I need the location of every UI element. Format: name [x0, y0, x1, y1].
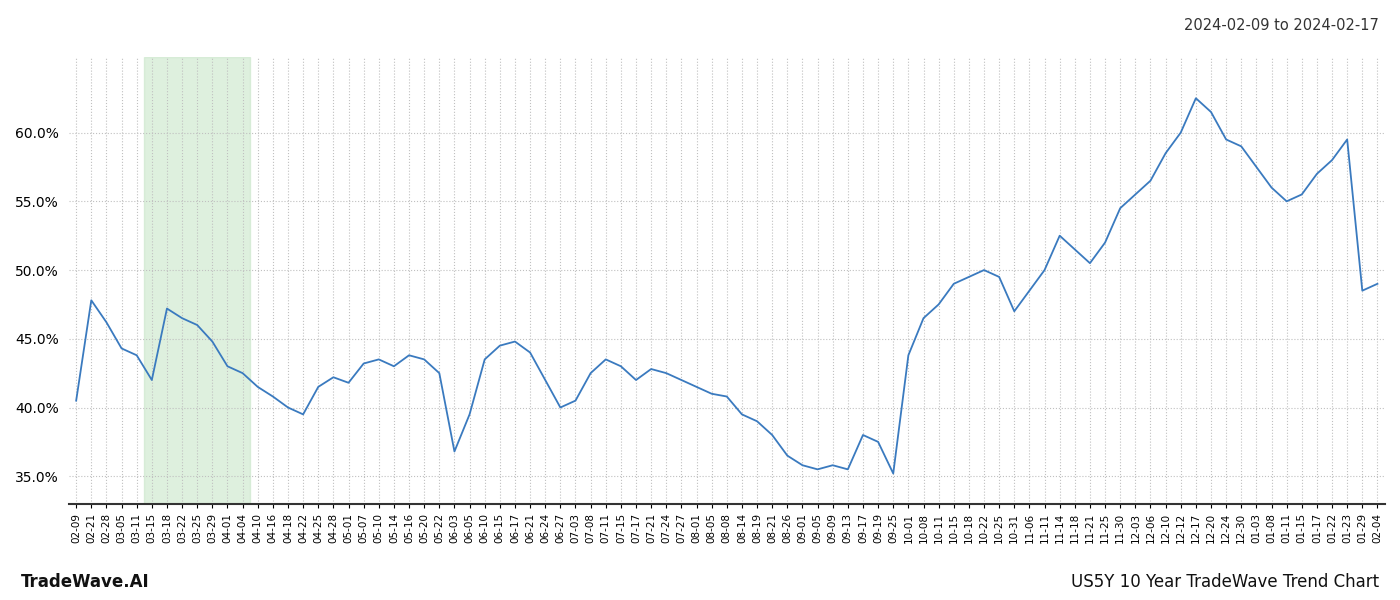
- Text: US5Y 10 Year TradeWave Trend Chart: US5Y 10 Year TradeWave Trend Chart: [1071, 573, 1379, 591]
- Text: 2024-02-09 to 2024-02-17: 2024-02-09 to 2024-02-17: [1184, 18, 1379, 33]
- Bar: [144, 57, 251, 504]
- Text: TradeWave.AI: TradeWave.AI: [21, 573, 150, 591]
